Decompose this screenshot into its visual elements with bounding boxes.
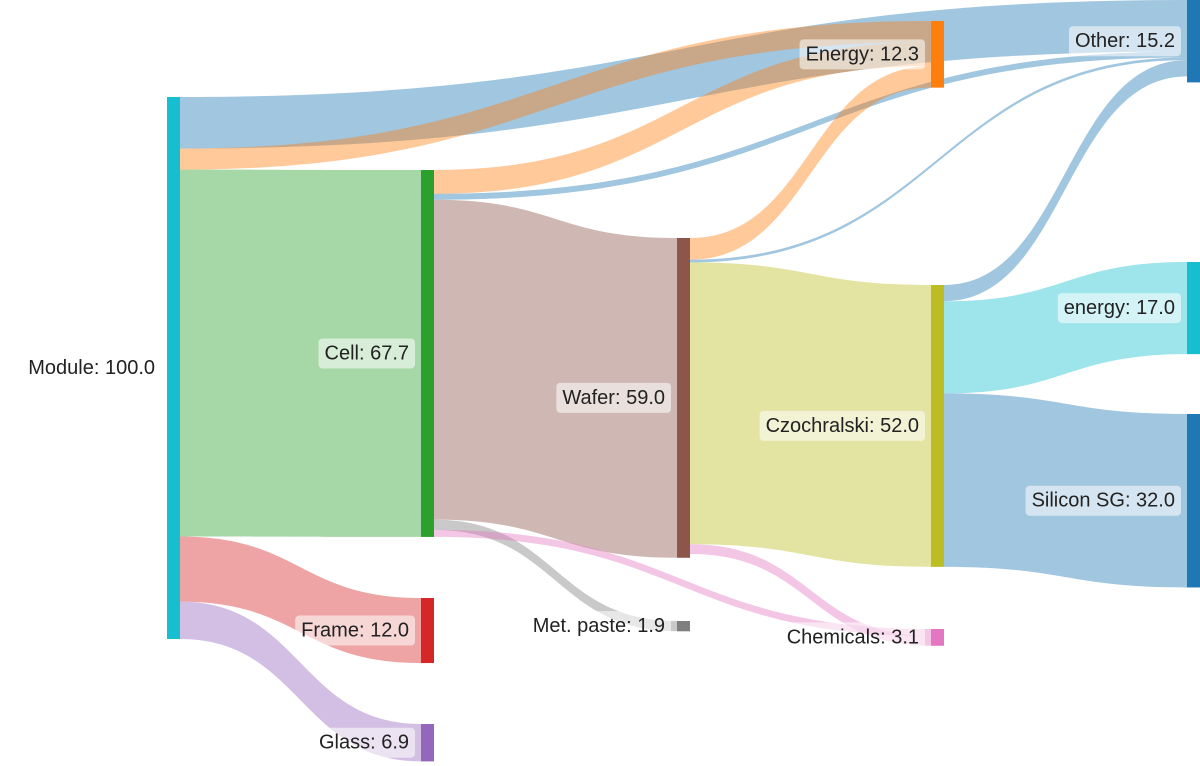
node-label-group-module: Module: 100.0	[22, 353, 161, 383]
sankey-labels: Module: 100.0 Cell: 67.7 Frame: 12.0 Glass:…	[22, 26, 1181, 758]
node-metpaste[interactable]	[677, 621, 690, 632]
node-label-bg	[295, 615, 415, 646]
node-label-energy2: energy: 17.0	[1064, 297, 1175, 319]
node-label-group-glass: Glass: 6.9	[312, 727, 415, 758]
node-wafer[interactable]	[677, 238, 690, 558]
node-label-group-frame: Frame: 12.0	[295, 615, 415, 646]
node-label-bg	[22, 353, 161, 383]
link-module-to-energy[interactable]	[180, 21, 931, 170]
node-label-bg	[312, 727, 415, 758]
node-label-group-energy2: energy: 17.0	[1057, 293, 1181, 324]
link-czochralski-to-other[interactable]	[944, 60, 1187, 302]
node-label-frame: Frame: 12.0	[301, 620, 409, 642]
node-cell[interactable]	[421, 170, 434, 537]
node-label-wafer: Wafer: 59.0	[562, 387, 665, 409]
node-label-bg	[799, 39, 925, 70]
node-energy2[interactable]	[1187, 262, 1200, 355]
node-label-energy: Energy: 12.3	[806, 43, 919, 65]
node-siliconsg[interactable]	[1187, 414, 1200, 588]
link-cell-to-metpaste[interactable]	[434, 519, 677, 632]
node-czochralski[interactable]	[931, 285, 944, 567]
link-module-to-cell[interactable]	[180, 169, 421, 537]
link-wafer-to-other[interactable]	[690, 57, 1187, 263]
link-cell-to-other[interactable]	[434, 51, 1187, 200]
node-other[interactable]	[1187, 0, 1200, 83]
link-wafer-to-energy[interactable]	[690, 65, 931, 260]
node-label-bg	[318, 338, 415, 369]
node-module[interactable]	[167, 97, 180, 639]
node-label-group-siliconsg: Silicon SG: 32.0	[1025, 485, 1181, 516]
node-label-chemicals: Chemicals: 3.1	[787, 626, 919, 648]
node-label-bg	[780, 622, 925, 653]
node-label-group-metpaste: Met. paste: 1.9	[526, 611, 671, 642]
link-cell-to-energy[interactable]	[434, 42, 931, 194]
node-energy[interactable]	[931, 21, 944, 88]
node-label-group-other: Other: 15.2	[1068, 26, 1181, 57]
node-label-glass: Glass: 6.9	[319, 732, 409, 754]
link-wafer-to-chemicals[interactable]	[690, 544, 931, 646]
node-label-bg	[1057, 293, 1181, 324]
node-label-cell: Cell: 67.7	[325, 342, 410, 364]
node-label-bg	[1068, 26, 1181, 57]
node-label-module: Module: 100.0	[28, 357, 155, 379]
node-label-group-czochralski: Czochralski: 52.0	[759, 410, 925, 441]
node-frame[interactable]	[421, 598, 434, 664]
node-chemicals[interactable]	[931, 629, 944, 646]
node-label-bg	[1025, 485, 1181, 516]
node-label-other: Other: 15.2	[1075, 30, 1175, 52]
node-label-metpaste: Met. paste: 1.9	[533, 615, 665, 637]
link-module-to-glass[interactable]	[180, 601, 421, 762]
link-cell-to-chemicals[interactable]	[434, 529, 931, 637]
node-label-siliconsg: Silicon SG: 32.0	[1032, 490, 1175, 512]
node-label-group-wafer: Wafer: 59.0	[556, 382, 671, 413]
link-cell-to-wafer[interactable]	[434, 199, 677, 558]
node-label-bg	[556, 382, 671, 413]
sankey-nodes	[167, 0, 1200, 762]
node-label-bg	[759, 410, 925, 441]
node-label-group-cell: Cell: 67.7	[318, 338, 415, 369]
sankey-links	[180, 0, 1187, 762]
node-label-group-energy: Energy: 12.3	[799, 39, 925, 70]
node-glass[interactable]	[421, 724, 434, 762]
node-label-bg	[526, 611, 671, 642]
node-label-group-chemicals: Chemicals: 3.1	[780, 622, 925, 653]
node-label-czochralski: Czochralski: 52.0	[766, 415, 919, 437]
